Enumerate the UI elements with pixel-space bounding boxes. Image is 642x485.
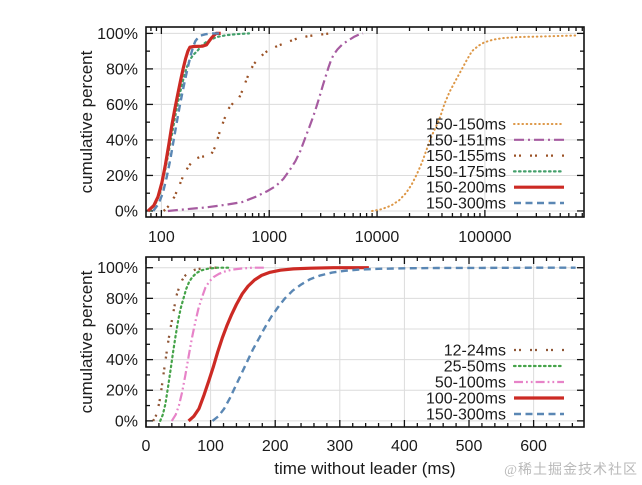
chart-timeout-ranges: 0 100 200 300 400 500 600 0% 20% 40% 60% 80% 100%cum… [77,256,585,478]
legend-label: 100-200ms [426,391,506,408]
legend-item: 150-155ms [426,148,564,165]
series-150-151ms [167,32,364,213]
legend-label: 150-151ms [426,132,506,149]
series-150-200ms [146,31,221,213]
legend: 150-150ms150-151ms150-155ms150-175ms150-… [426,117,566,213]
y-tick-label: 40% [106,352,138,369]
y-tick-label: 60% [106,321,138,338]
legend-item: 150-150ms [426,117,565,134]
series-100-200ms [187,266,369,423]
plot-border [145,256,585,428]
x-tick-label: 1000 [251,229,287,246]
legend-item: 150-200ms [426,180,564,197]
gridlines [146,27,584,217]
x-tick-label: 300 [326,438,353,455]
x-tick-label: 0 [142,438,151,455]
legend-item: 100-200ms [426,391,564,408]
y-tick-label: 0% [115,413,138,430]
legend-label: 50-100ms [435,375,506,392]
legend-label: 25-50ms [444,359,506,376]
x-tick-label: 500 [456,438,483,455]
chart-election-timeout-variants: 100 1000 10000 100000 0% 20% 40% 60% 80% 100%cumu… [77,26,585,246]
y-tick-label: 80% [106,61,138,78]
x-tick-label: 200 [262,438,289,455]
legend-item: 150-300ms [426,196,564,213]
y-tick-label: 0% [115,203,138,220]
y-tick-label: 20% [106,383,138,400]
tick-marks [145,257,584,427]
legend-item: 50-100ms [435,375,564,392]
x-tick-label: 10000 [355,229,400,246]
gridlines [146,257,584,427]
y-tick-label: 20% [106,168,138,185]
x-tick-label: 100 [197,438,224,455]
y-tick-label: 60% [106,97,138,114]
x-tick-label: 100 [148,229,175,246]
legend-label: 150-300ms [426,407,506,424]
y-tick-label: 40% [106,132,138,149]
legend-label: 150-150ms [426,117,506,134]
series-150-300ms [152,32,220,212]
series-150-150ms [371,34,577,212]
legend-label: 150-200ms [426,180,506,197]
legend-item: 150-151ms [426,132,564,149]
legend-label: 150-155ms [426,148,506,165]
x-axis-label: time without leader (ms) [274,459,455,478]
legend-label: 150-300ms [426,196,506,213]
y-tick-label: 80% [106,291,138,308]
legend-item: 12-24ms [444,343,564,360]
plot-border [145,26,585,218]
x-tick-label: 600 [520,438,547,455]
legend-label: 150-175ms [426,164,506,181]
x-tick-label: 100000 [458,229,511,246]
watermark: @稀土掘金技术社区 [504,463,638,478]
y-axis-label: cumulative percent [77,270,96,413]
series-25-50ms [159,266,232,422]
legend-label: 12-24ms [444,343,506,360]
series-150-300ms [211,266,576,422]
y-tick-label: 100% [97,260,138,277]
x-tick-label: 400 [391,438,418,455]
legend-item: 25-50ms [444,359,566,376]
legend-item: 150-300ms [426,407,564,424]
y-tick-label: 100% [97,26,138,43]
y-axis-label: cumulative percent [77,50,96,193]
legend-item: 150-175ms [426,164,566,181]
